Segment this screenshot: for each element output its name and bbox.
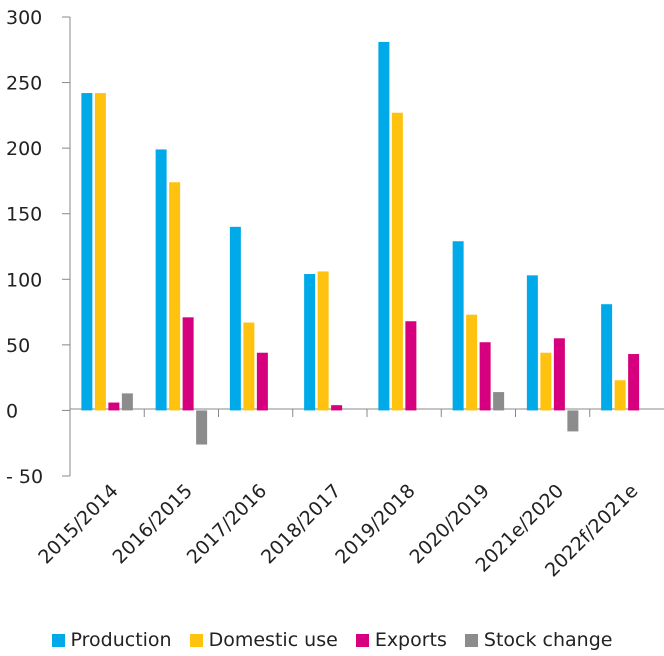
bar-exports	[331, 405, 343, 411]
legend-swatch-exports	[355, 633, 369, 647]
bar-production	[229, 226, 241, 411]
bar-stock-change	[196, 410, 208, 445]
chart-legend: Production Domestic use Exports Stock ch…	[0, 629, 664, 651]
bar-production	[81, 93, 93, 411]
y-tick-label: 0	[6, 400, 18, 422]
bar-stock-change	[121, 393, 133, 411]
legend-item-exports: Exports	[355, 629, 447, 651]
y-tick-label: 250	[6, 73, 42, 95]
bar-stock-change	[493, 392, 505, 411]
bar-domestic-use	[391, 112, 403, 411]
bar-exports	[182, 317, 194, 411]
chart-bars	[81, 41, 640, 445]
bar-exports	[479, 342, 491, 411]
legend-swatch-domestic-use	[189, 633, 203, 647]
legend-item-production: Production	[51, 629, 172, 651]
bar-production	[378, 41, 390, 411]
chart-axes	[62, 16, 664, 477]
bar-production	[452, 241, 464, 411]
bar-chart: 300 250 200 150 100 50 0 - 50 2015/20142016/201…	[6, 7, 664, 581]
legend-label-exports: Exports	[374, 629, 447, 651]
y-tick-labels: 300 250 200 150 100 50 0 - 50	[6, 7, 43, 488]
bar-domestic-use	[94, 93, 106, 411]
y-tick-label: 150	[6, 204, 42, 226]
bar-exports	[553, 338, 565, 411]
bar-production	[601, 304, 613, 411]
y-tick-label: - 50	[6, 466, 43, 488]
bar-production	[155, 149, 167, 411]
bar-exports	[405, 321, 417, 411]
y-tick-label: 200	[6, 138, 42, 160]
legend-label-domestic-use: Domestic use	[208, 629, 338, 651]
bar-domestic-use	[243, 322, 255, 411]
bar-domestic-use	[466, 314, 478, 411]
bar-exports	[256, 352, 268, 411]
legend-label-stock-change: Stock change	[483, 629, 613, 651]
legend-swatch-production	[51, 633, 65, 647]
x-category-labels: 2015/20142016/20152017/20162018/20172019…	[34, 480, 642, 581]
bar-domestic-use	[614, 380, 626, 411]
bar-production	[304, 274, 316, 411]
bar-domestic-use	[540, 352, 552, 411]
bar-production	[526, 275, 538, 411]
y-tick-label: 50	[6, 335, 30, 357]
bar-domestic-use	[169, 182, 181, 411]
y-tick-label: 100	[6, 269, 42, 291]
bar-exports	[628, 354, 640, 411]
legend-swatch-stock-change	[464, 633, 478, 647]
legend-item-stock-change: Stock change	[464, 629, 613, 651]
y-tick-label: 300	[6, 7, 42, 29]
bar-domestic-use	[317, 271, 329, 411]
legend-label-production: Production	[70, 629, 172, 651]
legend-item-domestic-use: Domestic use	[189, 629, 338, 651]
bar-stock-change	[567, 410, 579, 432]
bar-exports	[108, 402, 120, 411]
